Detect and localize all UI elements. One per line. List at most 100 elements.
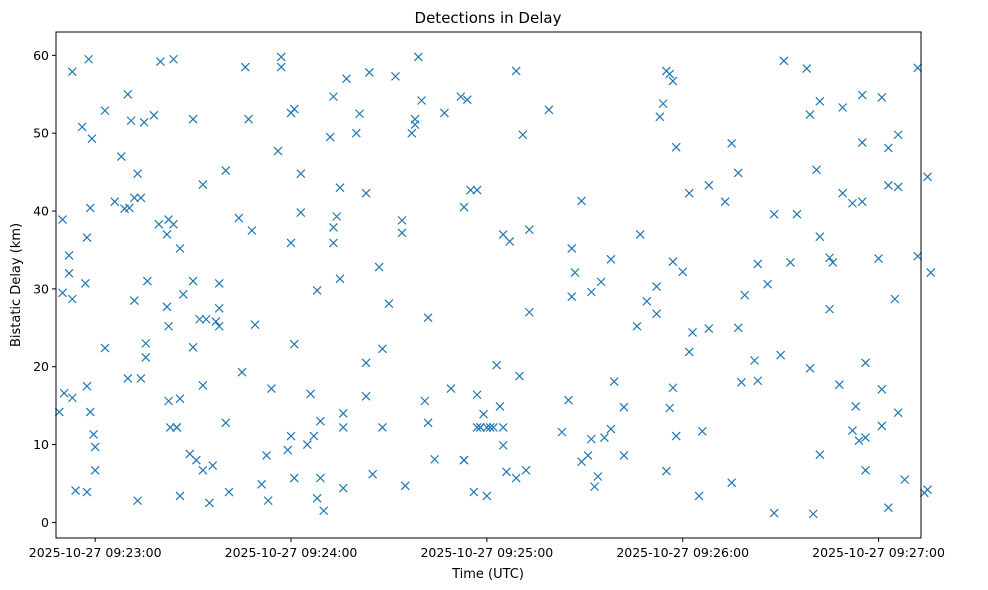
- data-point: [893, 130, 903, 140]
- data-point: [139, 117, 149, 127]
- data-point: [704, 324, 714, 334]
- data-point: [397, 215, 407, 225]
- data-point: [332, 212, 342, 221]
- data-point: [857, 138, 867, 147]
- data-point: [619, 402, 629, 412]
- data-point: [413, 52, 423, 62]
- data-point: [312, 286, 322, 295]
- data-point: [727, 478, 737, 488]
- data-point: [85, 407, 95, 417]
- data-point: [129, 193, 139, 203]
- data-point: [609, 377, 619, 386]
- data-point: [812, 165, 821, 175]
- data-point: [492, 360, 502, 370]
- data-point: [557, 427, 567, 437]
- data-point: [257, 479, 267, 489]
- data-point: [495, 402, 505, 411]
- data-point: [848, 426, 857, 435]
- data-point: [67, 67, 77, 77]
- data-point: [175, 243, 185, 253]
- data-point: [329, 238, 338, 248]
- data-point: [511, 473, 521, 483]
- data-point: [815, 232, 825, 242]
- data-point: [116, 152, 126, 161]
- data-point: [195, 314, 205, 324]
- data-point: [567, 292, 577, 302]
- data-point: [733, 168, 743, 178]
- data-point: [505, 236, 515, 246]
- data-point: [485, 423, 495, 432]
- data-point: [162, 302, 172, 312]
- data-point: [125, 203, 134, 213]
- data-point: [198, 465, 208, 475]
- data-point: [913, 63, 923, 73]
- data-point: [511, 66, 521, 76]
- data-point: [737, 377, 746, 387]
- data-point: [84, 54, 94, 64]
- data-point: [64, 250, 74, 260]
- data-point: [524, 307, 534, 317]
- data-point: [319, 506, 329, 516]
- data-point: [684, 188, 694, 198]
- data-point: [590, 482, 600, 492]
- data-point: [753, 376, 763, 386]
- data-point: [658, 99, 668, 109]
- points-layer: [54, 52, 936, 519]
- data-point: [110, 197, 120, 207]
- data-point: [283, 445, 293, 455]
- data-point: [472, 185, 482, 195]
- data-point: [668, 76, 678, 86]
- data-point: [635, 229, 645, 239]
- data-point: [861, 465, 870, 475]
- data-point: [289, 339, 299, 349]
- data-point: [802, 64, 812, 74]
- data-point: [188, 114, 198, 124]
- data-point: [240, 62, 250, 72]
- data-point: [498, 229, 508, 239]
- data-point: [466, 185, 475, 195]
- data-point: [655, 112, 665, 122]
- data-point: [420, 396, 430, 406]
- data-point: [469, 487, 479, 497]
- data-point: [77, 122, 87, 132]
- data-point: [684, 347, 694, 357]
- data-point: [825, 253, 835, 263]
- data-point: [355, 109, 364, 119]
- data-point: [123, 89, 133, 99]
- data-point: [164, 321, 174, 331]
- data-point: [188, 276, 198, 286]
- data-point: [619, 451, 629, 460]
- data-point: [521, 465, 531, 475]
- data-point: [805, 363, 815, 373]
- data-point: [397, 228, 407, 238]
- data-point: [893, 182, 903, 192]
- data-point: [544, 105, 554, 115]
- data-point: [642, 296, 652, 306]
- data-point: [763, 279, 773, 289]
- y-tick-label: 30: [33, 281, 49, 296]
- data-point: [808, 509, 818, 519]
- data-point: [498, 440, 508, 450]
- data-point: [769, 508, 779, 518]
- data-point: [697, 426, 707, 436]
- data-point: [154, 219, 164, 229]
- axes-layer: 2025-10-27 09:23:00 2025-10-27 09:24:00 20…: [29, 48, 945, 560]
- data-point: [364, 68, 374, 77]
- data-point: [472, 390, 482, 400]
- x-tick-label: 2025-10-27 09:24:00: [225, 545, 358, 560]
- data-point: [54, 407, 64, 417]
- data-point: [90, 465, 100, 475]
- data-point: [459, 455, 469, 465]
- data-point: [338, 483, 348, 493]
- data-point: [727, 138, 737, 148]
- data-point: [877, 384, 887, 394]
- data-point: [890, 294, 900, 304]
- y-tick-label: 60: [33, 48, 49, 63]
- data-point: [123, 373, 133, 383]
- data-point: [126, 116, 136, 126]
- data-point: [586, 434, 596, 444]
- data-point: [720, 197, 730, 207]
- data-point: [149, 110, 159, 120]
